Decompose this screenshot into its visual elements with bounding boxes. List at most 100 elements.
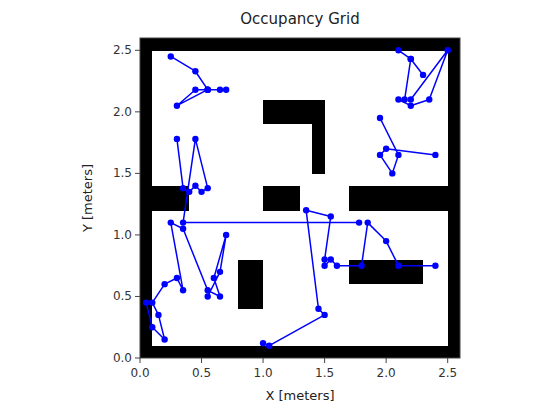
y-tick	[135, 296, 140, 297]
cell	[398, 173, 411, 186]
cell	[349, 149, 362, 162]
cell	[275, 210, 288, 223]
path-line	[146, 223, 226, 340]
cell	[448, 284, 460, 297]
cell	[189, 124, 202, 137]
cell	[300, 296, 313, 309]
cell	[288, 309, 301, 322]
cell	[411, 186, 424, 199]
cell	[411, 161, 424, 174]
cell	[337, 100, 350, 113]
cell	[140, 284, 153, 297]
cell	[238, 75, 251, 88]
cell	[140, 149, 153, 162]
cell	[263, 112, 276, 125]
path-point	[180, 219, 186, 225]
cell	[140, 161, 153, 174]
cell	[349, 284, 362, 297]
cell	[275, 296, 288, 309]
cell	[300, 186, 313, 199]
cell	[226, 112, 239, 125]
cell	[177, 87, 190, 100]
cell	[238, 272, 251, 285]
path-point	[395, 47, 401, 53]
cell	[152, 223, 165, 236]
cell	[423, 186, 436, 199]
path-point	[426, 96, 432, 102]
cell	[349, 161, 362, 174]
cell	[177, 321, 190, 334]
cell	[189, 223, 202, 236]
cell	[251, 38, 264, 51]
cell	[202, 38, 215, 51]
path-point	[168, 53, 174, 59]
y-tick-label: 0.0	[113, 351, 132, 365]
cell	[386, 333, 399, 346]
cell	[435, 346, 448, 358]
cell	[398, 136, 411, 149]
cell	[362, 173, 375, 186]
cell	[202, 63, 215, 76]
cell	[165, 50, 178, 63]
cell	[349, 38, 362, 51]
cell	[251, 272, 264, 285]
cell	[165, 161, 178, 174]
cell	[226, 100, 239, 113]
path-point	[383, 146, 389, 152]
cell	[238, 173, 251, 186]
path-point	[383, 238, 389, 244]
cell	[140, 87, 153, 100]
cell	[386, 309, 399, 322]
path-point	[321, 256, 327, 262]
cell	[448, 346, 460, 358]
cells	[140, 38, 460, 358]
cell	[423, 112, 436, 125]
path-point	[395, 152, 401, 158]
cell	[411, 173, 424, 186]
cell	[337, 210, 350, 223]
cell	[448, 112, 460, 125]
cell	[337, 124, 350, 137]
cell	[226, 149, 239, 162]
cell	[374, 87, 387, 100]
path-point	[204, 86, 210, 92]
cell	[140, 223, 153, 236]
cell	[349, 63, 362, 76]
path-point	[192, 136, 198, 142]
cell	[386, 186, 399, 199]
cell	[263, 124, 276, 137]
cell	[349, 198, 362, 211]
cell	[140, 235, 153, 248]
cell	[435, 100, 448, 113]
cell	[374, 173, 387, 186]
cell	[448, 63, 460, 76]
cell	[189, 210, 202, 223]
cell	[411, 124, 424, 137]
cell	[275, 223, 288, 236]
cell	[349, 136, 362, 149]
cell	[362, 321, 375, 334]
cell	[386, 210, 399, 223]
cell	[238, 223, 251, 236]
cell	[411, 309, 424, 322]
cell	[288, 38, 301, 51]
cell	[337, 38, 350, 51]
y-axis-label: Y [meters]	[80, 164, 95, 233]
cell	[275, 50, 288, 63]
path-point	[223, 86, 229, 92]
cell	[448, 321, 460, 334]
cell	[238, 50, 251, 63]
cell	[435, 161, 448, 174]
cell	[202, 149, 215, 162]
cell	[349, 321, 362, 334]
cell	[251, 247, 264, 260]
cell	[337, 284, 350, 297]
cell	[362, 272, 375, 285]
cell	[140, 100, 153, 113]
cell	[214, 136, 227, 149]
cell	[325, 223, 338, 236]
cell	[214, 333, 227, 346]
cell	[275, 173, 288, 186]
cell	[288, 173, 301, 186]
cell	[263, 284, 276, 297]
